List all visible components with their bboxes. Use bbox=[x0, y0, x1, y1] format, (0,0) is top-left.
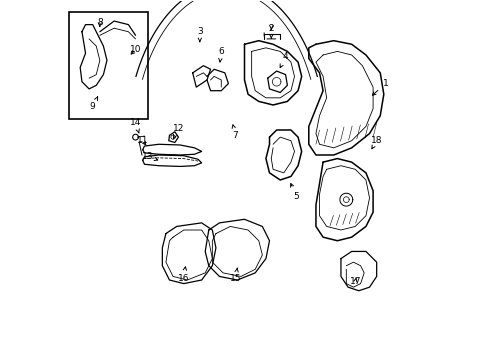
Text: 14: 14 bbox=[130, 118, 141, 133]
Text: 16: 16 bbox=[178, 267, 189, 283]
Text: 15: 15 bbox=[229, 268, 241, 283]
Text: 4: 4 bbox=[280, 52, 288, 68]
Bar bbox=[69, 12, 148, 119]
Text: 13: 13 bbox=[142, 152, 158, 161]
Text: 10: 10 bbox=[129, 45, 141, 54]
Text: 3: 3 bbox=[197, 27, 203, 42]
Text: 11: 11 bbox=[137, 136, 148, 145]
Text: 12: 12 bbox=[172, 124, 183, 138]
Text: 17: 17 bbox=[349, 277, 360, 286]
Text: 2: 2 bbox=[268, 24, 274, 38]
Text: 5: 5 bbox=[290, 184, 299, 201]
Text: 9: 9 bbox=[90, 97, 98, 111]
Text: 1: 1 bbox=[372, 79, 387, 95]
Text: 18: 18 bbox=[370, 136, 382, 149]
Text: 7: 7 bbox=[232, 125, 238, 140]
Text: 6: 6 bbox=[218, 47, 224, 62]
Text: 8: 8 bbox=[97, 18, 102, 27]
